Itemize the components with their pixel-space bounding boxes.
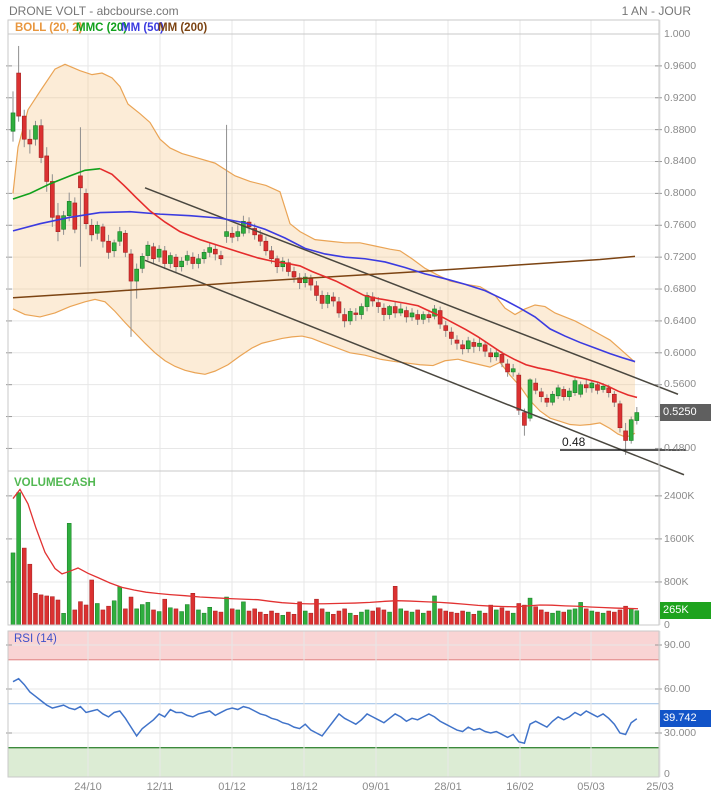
candles-layer	[10, 45, 640, 455]
rsi-tick: 90.00	[664, 639, 691, 651]
rsi-pane-label: RSI (14)	[14, 633, 57, 645]
date-tick: 16/02	[506, 781, 534, 793]
price-tick: 0.6800	[664, 283, 697, 295]
date-tick: 18/12	[290, 781, 318, 793]
volume-tick: 0	[664, 619, 670, 631]
last-price-badge: 0.5250	[660, 404, 711, 421]
volume-ma-line	[12, 488, 639, 610]
rsi-tick: 60.00	[664, 683, 691, 695]
support-price-label: 0.48	[562, 435, 586, 449]
volume-tick: 2400K	[664, 490, 695, 502]
price-tick: 0.6400	[664, 315, 697, 327]
price-tick: 0.7600	[664, 219, 697, 231]
price-tick: 0.9600	[664, 60, 697, 72]
date-tick: 24/10	[74, 781, 102, 793]
last-rsi-badge: 39.742	[660, 710, 711, 727]
volume-tick: 800K	[664, 576, 689, 588]
page-title: DRONE VOLT - abcbourse.com	[9, 4, 179, 18]
legend-mm200: MM (200)	[158, 22, 208, 34]
rsi-tick: 30.000	[664, 727, 697, 739]
rsi-tick: 0	[664, 768, 670, 780]
moving-averages-layer	[12, 167, 638, 399]
volume-tick: 1600K	[664, 533, 695, 545]
price-tick: 1.000	[664, 28, 691, 40]
grid-layer	[6, 20, 662, 777]
pane-borders	[7, 19, 660, 778]
last-volume-badge: 265K	[660, 602, 711, 619]
price-tick: 0.6000	[664, 347, 697, 359]
price-tick: 0.5600	[664, 378, 697, 390]
trendlines-layer	[144, 187, 686, 476]
date-tick: 01/12	[218, 781, 246, 793]
legend-mm50: MM (50)	[121, 22, 164, 34]
legend-bollinger: BOLL (20, 2)	[15, 22, 83, 34]
date-tick: 05/03	[577, 781, 605, 793]
date-tick: 12/11	[146, 781, 174, 793]
date-tick: 25/03	[646, 781, 674, 793]
price-tick: 0.8800	[664, 124, 697, 136]
date-tick: 09/01	[362, 781, 390, 793]
legend-mmc20: MMC (20)	[76, 22, 128, 34]
price-tick: 0.9200	[664, 92, 697, 104]
price-tick: 0.4800	[664, 442, 697, 454]
date-tick: 28/01	[434, 781, 462, 793]
timeframe-label: 1 AN - JOUR	[621, 4, 691, 18]
price-tick: 0.7200	[664, 251, 697, 263]
volume-pane-label: VOLUMECASH	[14, 477, 96, 489]
rsi-line	[12, 677, 638, 745]
price-tick: 0.8000	[664, 187, 697, 199]
price-tick: 0.8400	[664, 155, 697, 167]
